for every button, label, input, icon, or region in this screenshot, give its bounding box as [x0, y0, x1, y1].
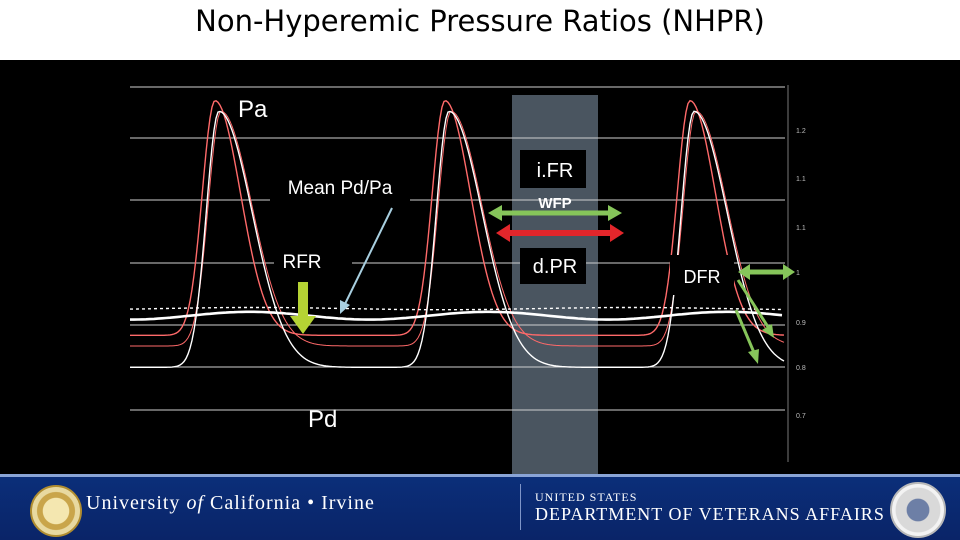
- footer-stripe: [0, 474, 960, 477]
- label-dfr: DFR: [684, 267, 721, 287]
- title-bar: Non-Hyperemic Pressure Ratios (NHPR): [0, 0, 960, 60]
- series-line-pd-pa-mean: [130, 306, 783, 311]
- mean-label-box: [270, 168, 410, 206]
- y-tick-label: 0.8: [796, 365, 806, 372]
- label-dpr: d.PR: [533, 256, 577, 278]
- y-tick-labels: 1.2 1.1 1.1 1 0.9 0.8 0.7: [796, 128, 806, 420]
- y-tick-label: 1.2: [796, 128, 806, 135]
- va-seal-icon: [890, 482, 946, 538]
- red-double-arrow: [496, 224, 624, 242]
- va-line-1: UNITED STATES: [535, 490, 638, 504]
- label-pd: Pd: [308, 406, 337, 433]
- series-line-pa: [130, 99, 785, 336]
- dpr-label-box: [520, 248, 586, 284]
- dfr-label-box: [670, 255, 734, 295]
- label-ifr: i.FR: [537, 160, 574, 182]
- uci-word-university: University: [86, 492, 181, 514]
- y-tick-label: 1.1: [796, 225, 806, 232]
- rfr-label-box: [274, 241, 352, 281]
- slide-title: Non-Hyperemic Pressure Ratios (NHPR): [195, 4, 765, 38]
- pressure-chart: 1.2 1.1 1.1 1 0.9 0.8 0.7 Pa Pd Mean Pd/Pa RFR…: [0, 60, 960, 474]
- va-line-2: DEPARTMENT OF VETERANS AFFAIRS: [535, 504, 885, 524]
- y-tick-label: 0.9: [796, 320, 806, 327]
- wfp-arrow: [488, 205, 622, 221]
- rfr-arrow: [290, 282, 316, 334]
- series-line-pd-pa: [130, 310, 783, 321]
- chart-background: [0, 60, 960, 474]
- y-tick-label: 1: [796, 270, 800, 277]
- y-tick-label: 1.1: [796, 176, 806, 183]
- footer-banner: University of California • Irvine UNITED…: [0, 474, 960, 540]
- uci-word-california: California • Irvine: [210, 492, 375, 514]
- dfr-arrows: [734, 264, 795, 364]
- label-pa: Pa: [238, 96, 268, 123]
- footer-divider: [520, 484, 521, 530]
- mean-pd-pa-arrow: [340, 207, 393, 314]
- label-wfp: WFP: [538, 195, 571, 212]
- uci-word-of: of: [186, 492, 204, 514]
- grid: [130, 85, 789, 462]
- uci-wordmark: University of California • Irvine: [86, 492, 375, 515]
- ifr-label-box: [520, 150, 586, 188]
- uci-seal-icon: [30, 485, 82, 537]
- label-rfr: RFR: [282, 252, 321, 273]
- y-tick-label: 0.7: [796, 413, 806, 420]
- label-mean-pd-pa: Mean Pd/Pa: [288, 178, 393, 199]
